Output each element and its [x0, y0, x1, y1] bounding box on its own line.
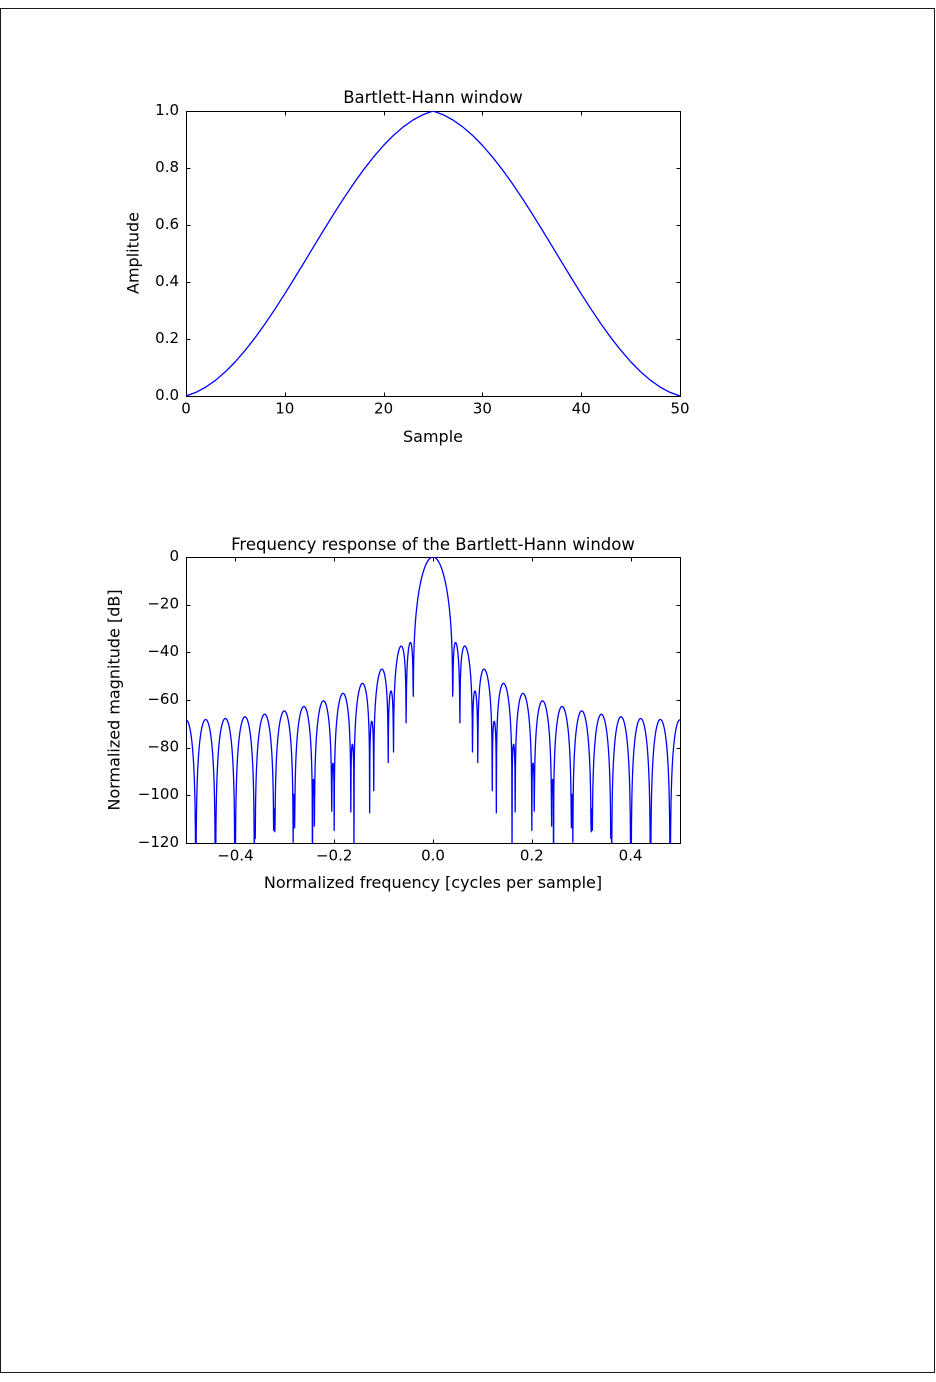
freq-chart-ylabel: Normalized magnitude [dB] [104, 589, 124, 811]
window-chart-canvas [120, 85, 720, 425]
freq-chart-xlabel: Normalized frequency [cycles per sample] [263, 873, 603, 892]
freq-chart-canvas [120, 530, 720, 875]
window-chart-xlabel: Sample [403, 427, 463, 446]
window-chart-ylabel: Amplitude [123, 212, 143, 294]
